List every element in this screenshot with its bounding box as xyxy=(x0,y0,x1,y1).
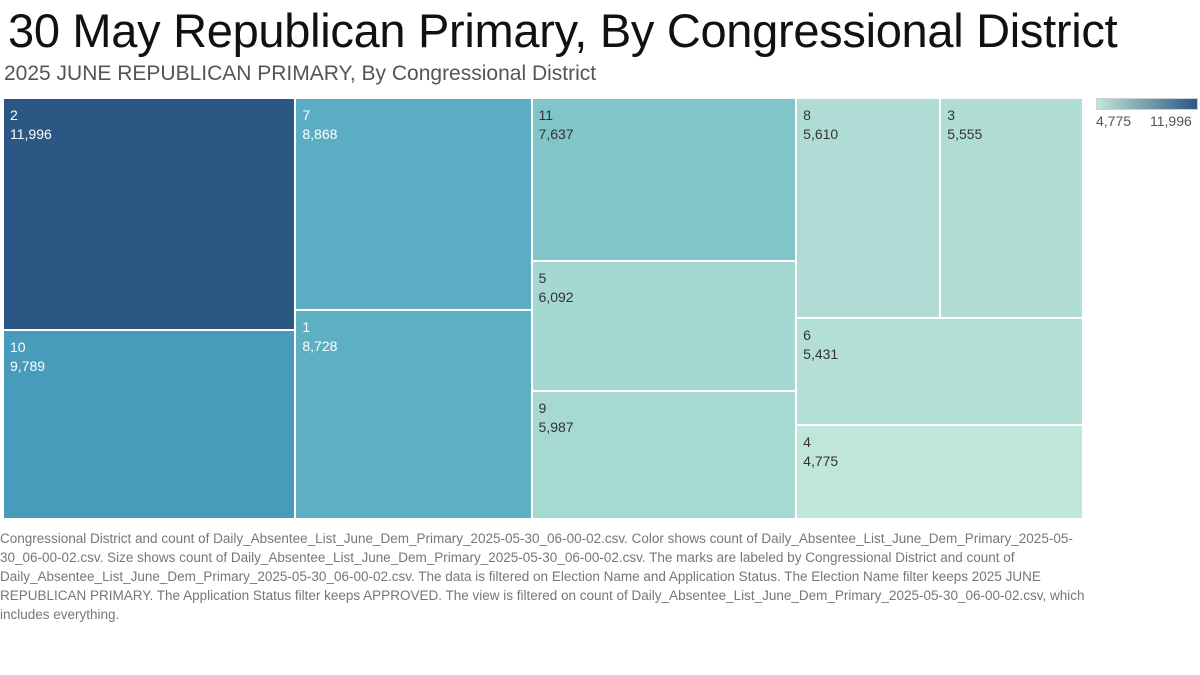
treemap-tile-district-2[interactable]: 2 11,996 xyxy=(3,98,296,330)
tile-count-label: 11,996 xyxy=(10,126,52,142)
tile-district-label: 5 xyxy=(538,270,547,287)
tile-count-label: 9,789 xyxy=(10,357,46,374)
treemap-tile-district-8[interactable]: 8 5,610 xyxy=(796,98,941,318)
treemap-tile-district-3[interactable]: 3 5,555 xyxy=(940,98,1083,318)
treemap-tile-label: 10 9,789 xyxy=(10,338,45,376)
treemap-tile-label: 3 5,555 xyxy=(947,106,982,144)
treemap-tile-district-10[interactable]: 10 9,789 xyxy=(3,329,296,519)
tile-count-label: 5,555 xyxy=(947,126,983,142)
tile-count-label: 8,868 xyxy=(302,126,338,142)
tile-district-label: 11 xyxy=(538,107,554,123)
color-legend: 4,775 11,996 xyxy=(1096,98,1198,129)
legend-min-label: 4,775 xyxy=(1096,113,1132,129)
treemap-tile-label: 4 4,775 xyxy=(803,433,838,471)
tile-count-label: 7,637 xyxy=(538,126,574,142)
treemap-tile-district-5[interactable]: 5 6,092 xyxy=(531,261,797,392)
treemap-tile-label: 2 11,996 xyxy=(10,106,52,144)
tile-district-label: 3 xyxy=(947,107,956,123)
treemap-tile-label: 6 5,431 xyxy=(803,326,838,364)
legend-gradient-bar xyxy=(1096,98,1198,110)
tile-count-label: 4,775 xyxy=(803,452,839,469)
treemap-tile-district-6[interactable]: 6 5,431 xyxy=(796,317,1083,425)
tile-district-label: 4 xyxy=(803,433,811,450)
tile-district-label: 6 xyxy=(803,326,811,343)
chart-caption: Congressional District and count of Dail… xyxy=(0,531,1085,622)
treemap-tile-district-7[interactable]: 7 8,868 xyxy=(295,98,532,311)
treemap-tile-district-9[interactable]: 9 5,987 xyxy=(531,391,797,519)
tile-district-label: 7 xyxy=(302,107,311,123)
tile-district-label: 1 xyxy=(302,319,311,336)
tile-count-label: 5,610 xyxy=(803,126,839,142)
treemap-tile-label: 7 8,868 xyxy=(302,106,337,144)
chart-subtitle: 2025 JUNE REPUBLICAN PRIMARY, By Congres… xyxy=(4,62,597,85)
treemap-tile-label: 1 8,728 xyxy=(302,318,337,356)
tile-district-label: 8 xyxy=(803,107,811,123)
tile-district-label: 9 xyxy=(538,400,547,417)
legend-max-label: 11,996 xyxy=(1150,113,1192,129)
tile-district-label: 10 xyxy=(10,338,26,355)
treemap-tile-district-4[interactable]: 4 4,775 xyxy=(796,424,1083,519)
treemap-tile-district-1[interactable]: 1 8,728 xyxy=(295,310,532,519)
tile-count-label: 5,987 xyxy=(538,419,574,436)
treemap-tile-label: 9 5,987 xyxy=(539,399,574,437)
tile-count-label: 8,728 xyxy=(302,338,338,355)
tile-count-label: 5,431 xyxy=(803,345,839,362)
treemap-tile-district-11[interactable]: 11 7,637 xyxy=(531,98,797,262)
chart-title: 30 May Republican Primary, By Congressio… xyxy=(8,4,1118,57)
treemap-tile-label: 5 6,092 xyxy=(539,269,574,307)
tile-count-label: 6,092 xyxy=(538,289,574,306)
treemap-tile-label: 11 7,637 xyxy=(539,106,574,144)
treemap-tile-label: 8 5,610 xyxy=(803,106,838,144)
treemap: 2 11,996 10 9,789 7 8,868 1 8,728 11 7,637 5 6,092 9… xyxy=(3,98,1083,519)
tile-district-label: 2 xyxy=(10,107,18,123)
